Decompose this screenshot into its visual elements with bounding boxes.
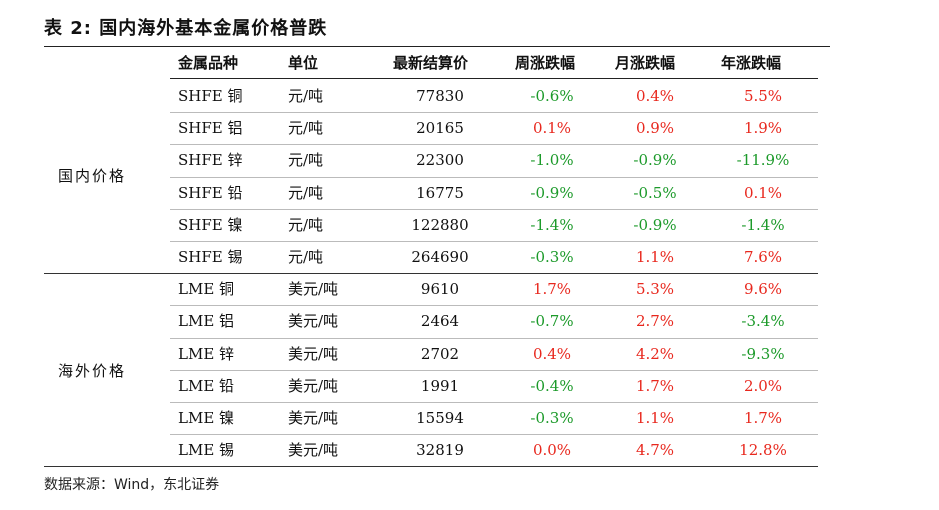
year-change-cell: -3.4% [741, 312, 785, 331]
top-rule [44, 46, 830, 47]
metal-cell: LME 锌 [178, 344, 235, 363]
source-note: 数据来源：Wind，东北证券 [44, 477, 220, 493]
metal-cell: SHFE 铝 [178, 119, 243, 138]
header-unit: 单位 [288, 54, 319, 72]
week-change-cell: -0.7% [530, 312, 574, 331]
header-year: 年涨跌幅 [721, 54, 782, 72]
month-change-cell: 1.1% [635, 409, 675, 427]
group-label-overseas: 海外价格 [58, 362, 127, 380]
unit-cell: 美元/吨 [288, 312, 339, 331]
metal-cell: SHFE 锡 [178, 248, 243, 266]
year-change-cell: 0.1% [743, 183, 783, 202]
header-rule [170, 78, 818, 79]
metal-cell: LME 铜 [178, 280, 235, 299]
year-change-cell: 12.8% [739, 441, 787, 460]
year-change-cell: 1.9% [743, 119, 783, 138]
unit-cell: 美元/吨 [288, 344, 339, 363]
table-title: 表 2: 国内海外基本金属价格普跌 [44, 18, 328, 39]
row-divider [170, 208, 818, 210]
week-change-cell: -0.3% [530, 409, 574, 427]
unit-cell: 元/吨 [288, 215, 324, 234]
week-change-cell: 0.1% [532, 119, 572, 138]
metal-cell: LME 铝 [178, 312, 235, 331]
year-change-cell: 7.6% [743, 248, 783, 266]
header-metal: 金属品种 [178, 54, 239, 72]
month-change-cell: -0.9% [633, 151, 677, 170]
week-change-cell: -1.0% [530, 151, 574, 170]
header-week: 周涨跌幅 [515, 54, 576, 72]
year-change-cell: 2.0% [743, 376, 783, 395]
week-change-cell: 0.4% [532, 344, 572, 363]
month-change-cell: 5.3% [635, 280, 675, 299]
week-change-cell: -1.4% [530, 215, 574, 234]
price-cell: 15594 [416, 409, 464, 427]
year-change-cell: 5.5% [743, 87, 783, 105]
unit-cell: 元/吨 [288, 151, 324, 170]
year-change-cell: -9.3% [741, 344, 785, 363]
price-cell: 264690 [411, 248, 469, 266]
unit-cell: 美元/吨 [288, 280, 339, 299]
week-change-cell: 0.0% [532, 441, 572, 460]
month-change-cell: 1.1% [635, 248, 675, 266]
year-change-cell: 1.7% [743, 409, 783, 427]
metal-cell: SHFE 锌 [178, 151, 243, 170]
unit-cell: 元/吨 [288, 119, 324, 138]
year-change-cell: -11.9% [736, 151, 790, 170]
week-change-cell: -0.9% [530, 183, 574, 202]
row-divider [170, 176, 818, 178]
month-change-cell: 2.7% [635, 312, 675, 331]
unit-cell: 元/吨 [288, 248, 324, 266]
week-change-cell: -0.4% [530, 376, 574, 395]
price-cell: 16775 [416, 183, 464, 202]
row-divider [170, 241, 818, 242]
row-divider [44, 273, 818, 275]
price-cell: 2702 [420, 344, 460, 363]
unit-cell: 元/吨 [288, 87, 324, 105]
row-divider [170, 402, 818, 403]
week-change-cell: -0.6% [530, 87, 574, 105]
header-price: 最新结算价 [393, 54, 469, 72]
price-cell: 20165 [416, 119, 464, 138]
row-divider [44, 466, 818, 468]
month-change-cell: 4.2% [635, 344, 675, 363]
row-divider [170, 337, 818, 339]
price-cell: 122880 [411, 215, 469, 234]
metal-cell: LME 锡 [178, 441, 235, 460]
unit-cell: 美元/吨 [288, 376, 339, 395]
price-cell: 9610 [420, 280, 460, 299]
unit-cell: 美元/吨 [288, 441, 339, 460]
metal-cell: LME 铅 [178, 376, 235, 395]
price-cell: 22300 [416, 151, 464, 170]
year-change-cell: 9.6% [743, 280, 783, 299]
week-change-cell: -0.3% [530, 248, 574, 266]
price-cell: 2464 [420, 312, 460, 331]
week-change-cell: 1.7% [532, 280, 572, 299]
metal-cell: SHFE 铅 [178, 183, 243, 202]
row-divider [170, 112, 818, 114]
metal-cell: SHFE 镍 [178, 215, 243, 234]
month-change-cell: -0.5% [633, 183, 677, 202]
price-cell: 1991 [420, 376, 460, 395]
month-change-cell: 0.4% [635, 87, 675, 105]
header-month: 月涨跌幅 [615, 54, 676, 72]
row-divider [170, 369, 818, 371]
row-divider [170, 434, 818, 436]
year-change-cell: -1.4% [741, 215, 785, 234]
month-change-cell: 1.7% [635, 376, 675, 395]
row-divider [170, 144, 818, 146]
month-change-cell: 0.9% [635, 119, 675, 138]
row-divider [170, 305, 818, 307]
metal-cell: SHFE 铜 [178, 87, 243, 105]
price-cell: 77830 [416, 87, 464, 105]
metal-cell: LME 镍 [178, 409, 235, 427]
month-change-cell: -0.9% [633, 215, 677, 234]
group-label-domestic: 国内价格 [58, 167, 127, 185]
unit-cell: 美元/吨 [288, 409, 339, 427]
unit-cell: 元/吨 [288, 183, 324, 202]
price-cell: 32819 [416, 441, 464, 460]
month-change-cell: 4.7% [635, 441, 675, 460]
